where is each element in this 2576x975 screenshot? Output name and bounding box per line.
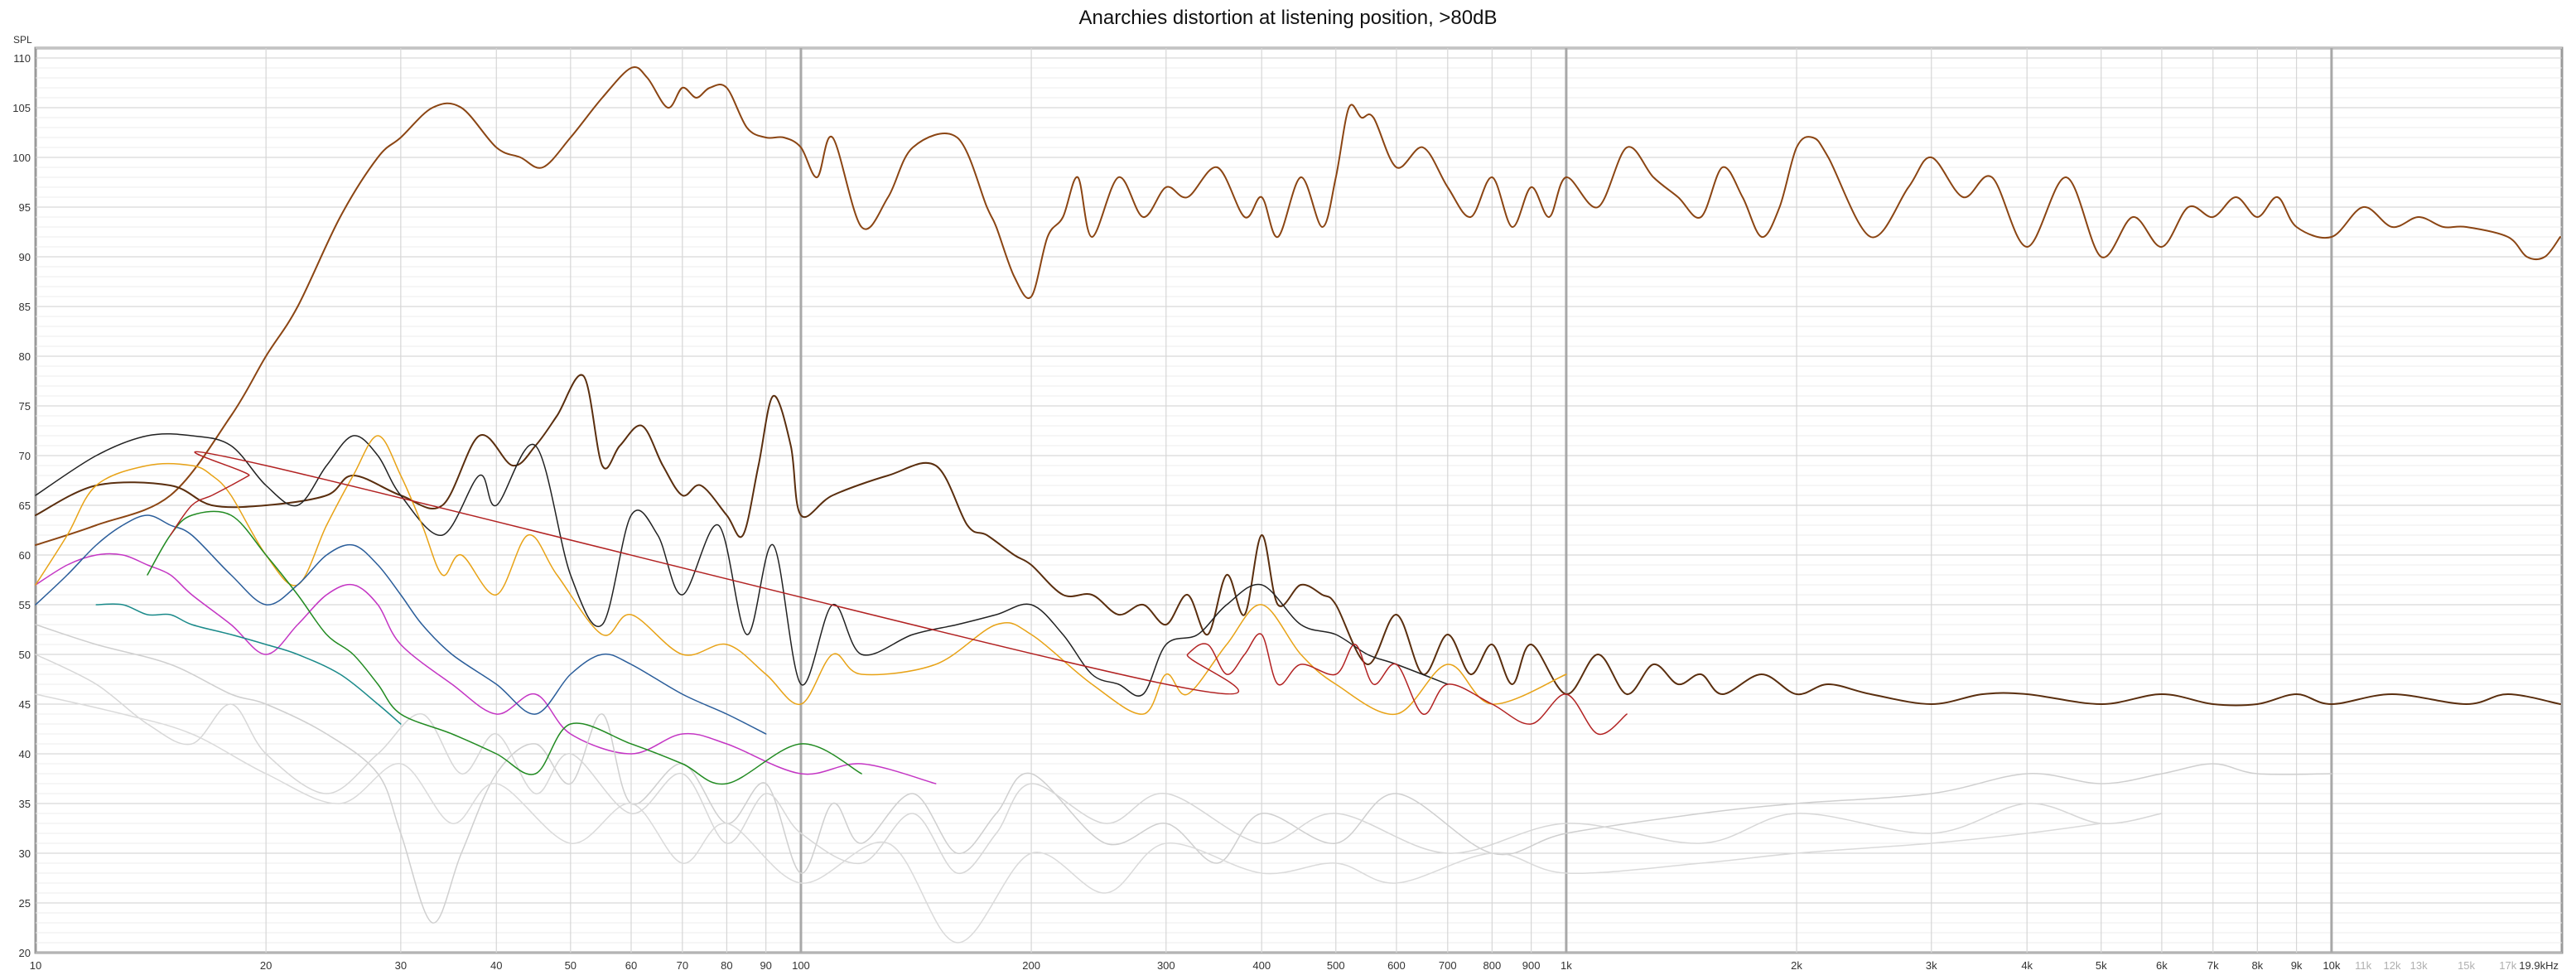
x-tick-label: 400 xyxy=(1252,959,1271,972)
series-line xyxy=(35,66,2561,546)
series-line xyxy=(169,451,1628,736)
y-tick-label: 50 xyxy=(19,649,31,661)
series-line xyxy=(35,654,2163,874)
x-tick-label: 700 xyxy=(1439,959,1457,972)
series-group xyxy=(35,66,2561,944)
x-tick-label: 100 xyxy=(792,959,810,972)
y-tick-label: 90 xyxy=(19,251,31,263)
x-tick-labels: 10 20 30 40 50 60 70 80 90 100 200 300 400 500 600 700 8… xyxy=(30,959,2559,972)
x-tick-label: 4k xyxy=(2021,959,2033,972)
x-tick-label: 10k xyxy=(2323,959,2340,972)
y-tick-label: 25 xyxy=(19,897,31,910)
x-tick-label: 1k xyxy=(1561,959,1572,972)
x-tick-label: 12k xyxy=(2384,959,2401,972)
x-tick-label: 8k xyxy=(2251,959,2263,972)
series-line xyxy=(35,374,2561,707)
plot-frame xyxy=(34,46,2564,954)
y-tick-label: 30 xyxy=(19,847,31,860)
x-tick-label: 50 xyxy=(565,959,576,972)
series-line xyxy=(95,603,402,725)
x-tick-label: 800 xyxy=(1483,959,1502,972)
series-line xyxy=(35,514,767,735)
x-tick-label: 7k xyxy=(2207,959,2219,972)
x-tick-label: 3k xyxy=(1926,959,1937,972)
y-tick-label: 35 xyxy=(19,798,31,810)
x-tick-label: 80 xyxy=(721,959,732,972)
x-tick-label: 5k xyxy=(2096,959,2107,972)
x-tick-label: 20 xyxy=(260,959,272,972)
chart-title: Anarchies distortion at listening positi… xyxy=(1078,7,1498,29)
y-axis-label: SPL xyxy=(13,34,32,46)
x-tick-label: 90 xyxy=(760,959,771,972)
y-tick-label: 65 xyxy=(19,500,31,512)
y-tick-label: 110 xyxy=(13,52,31,65)
y-tick-label: 40 xyxy=(19,748,31,760)
x-tick-label: 13k xyxy=(2410,959,2428,972)
y-tick-label: 20 xyxy=(19,947,31,959)
x-tick-label: 19.9kHz xyxy=(2519,959,2559,972)
x-tick-label: 200 xyxy=(1022,959,1040,972)
x-tick-label: 10 xyxy=(30,959,41,972)
y-tick-label: 60 xyxy=(19,549,31,562)
series-line xyxy=(35,553,937,784)
y-tick-label: 95 xyxy=(19,201,31,214)
y-tick-label: 105 xyxy=(12,102,31,114)
x-tick-label: 60 xyxy=(625,959,637,972)
y-tick-label: 80 xyxy=(19,350,31,363)
series-line xyxy=(35,432,1449,697)
x-tick-label: 11k xyxy=(2355,959,2371,972)
x-tick-label: 600 xyxy=(1387,959,1406,972)
series-line xyxy=(35,693,2102,944)
y-tick-label: 75 xyxy=(19,400,31,413)
y-tick-label: 55 xyxy=(19,599,31,611)
y-tick-label: 45 xyxy=(19,698,31,711)
x-tick-label: 70 xyxy=(677,959,688,972)
x-tick-label: 2k xyxy=(1791,959,1802,972)
x-tick-label: 30 xyxy=(395,959,407,972)
x-tick-label: 9k xyxy=(2291,959,2303,972)
grid xyxy=(36,47,2562,953)
x-tick-label: 300 xyxy=(1157,959,1175,972)
y-tick-labels: 20 25 30 35 40 45 50 55 60 65 70 75 80 85 90 95 100 105 11… xyxy=(12,52,31,959)
x-tick-label: 900 xyxy=(1522,959,1541,972)
y-tick-label: 85 xyxy=(19,301,31,313)
x-tick-label: 500 xyxy=(1327,959,1345,972)
y-tick-label: 70 xyxy=(19,450,31,462)
y-tick-label: 100 xyxy=(12,152,31,164)
x-tick-label: 6k xyxy=(2156,959,2168,972)
series-line xyxy=(35,624,2332,924)
x-tick-label: 15k xyxy=(2458,959,2475,972)
x-tick-label: 17k xyxy=(2499,959,2516,972)
x-tick-label: 40 xyxy=(490,959,502,972)
series-line xyxy=(147,510,862,785)
